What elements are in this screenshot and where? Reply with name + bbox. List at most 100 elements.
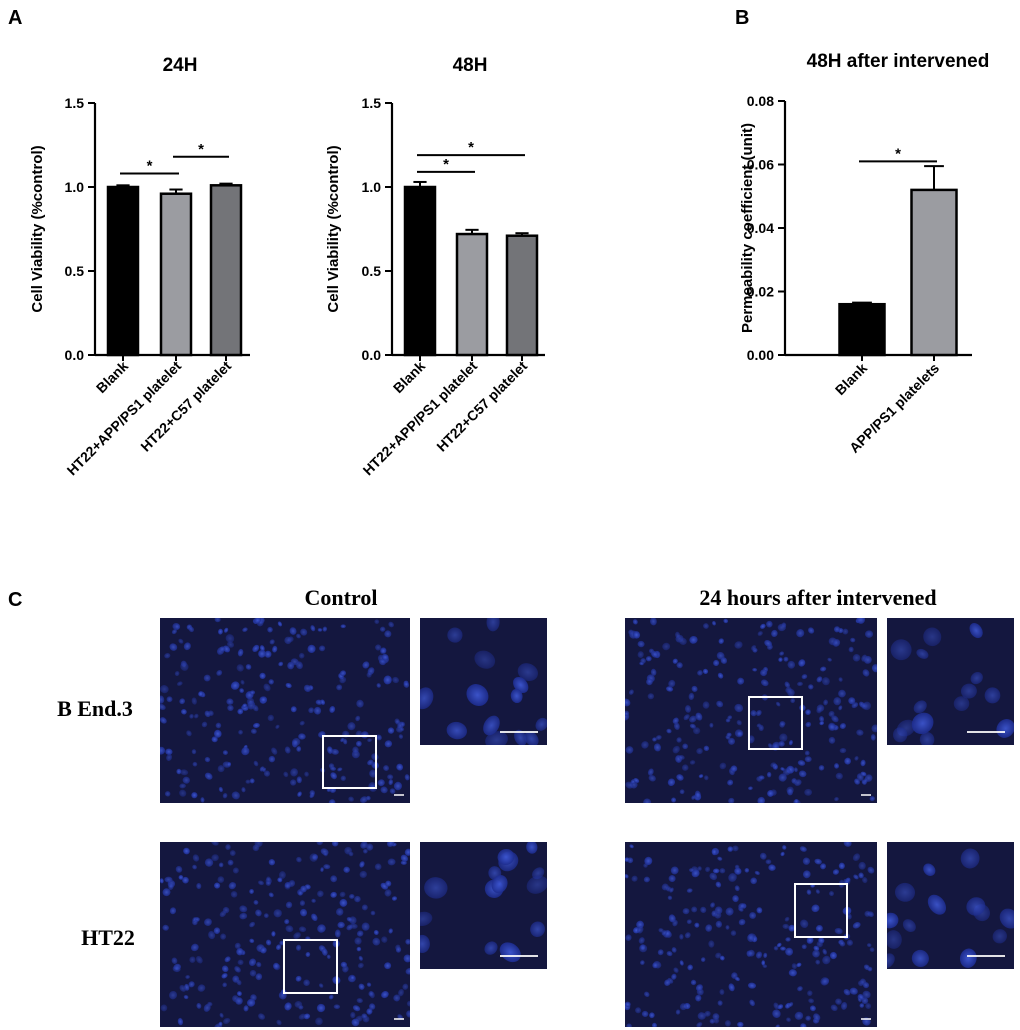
nucleus [834, 927, 843, 935]
nucleus [841, 1002, 848, 1010]
micrograph-grid [160, 618, 1014, 1027]
nucleus [696, 1022, 703, 1027]
nucleus [381, 654, 389, 661]
nucleus [242, 703, 248, 708]
nucleus [658, 928, 664, 933]
nucleus [848, 646, 854, 653]
nucleus [734, 703, 744, 713]
nucleus [631, 875, 638, 882]
nucleus [287, 661, 295, 670]
nucleus [668, 679, 676, 688]
nucleus [689, 635, 698, 644]
nucleus [805, 721, 812, 728]
nucleus [714, 906, 723, 915]
nucleus [738, 919, 746, 926]
nucleus [664, 979, 671, 986]
nucleus [871, 664, 877, 673]
chart-title: 24H [163, 55, 198, 76]
nucleus [727, 715, 733, 720]
nucleus [777, 1004, 784, 1010]
nucleus [804, 756, 812, 763]
nucleus [340, 961, 348, 968]
nucleus [249, 690, 256, 695]
nucleus [258, 880, 264, 886]
nucleus [749, 999, 755, 1007]
nucleus [650, 618, 657, 626]
nucleus [374, 619, 380, 624]
nucleus [734, 885, 740, 892]
nucleus [828, 710, 835, 717]
nucleus [219, 910, 227, 918]
nucleus [860, 759, 866, 767]
nucleus [768, 743, 773, 749]
nucleus [303, 1013, 311, 1020]
nucleus [195, 956, 203, 964]
nucleus [283, 771, 289, 778]
nucleus [254, 618, 262, 624]
nucleus [690, 979, 697, 986]
nucleus [379, 648, 387, 655]
significance-label: * [198, 141, 204, 158]
nucleus [747, 933, 755, 943]
category-label: HT22+C57 platelet [433, 358, 530, 455]
nucleus [625, 710, 630, 717]
nucleus [485, 731, 508, 745]
nucleus [223, 1017, 231, 1024]
nucleus [343, 866, 350, 873]
nucleus [203, 1003, 211, 1012]
nucleus [299, 720, 305, 726]
micrograph-ht22-intervened [625, 842, 877, 1027]
nucleus [709, 722, 714, 728]
nucleus [356, 946, 362, 952]
nucleus [782, 845, 787, 850]
nucleus [725, 907, 734, 916]
chart-24h: 24H Cell Viability (%control) 0.0 0.5 1.0 1.5… [29, 55, 250, 478]
nucleus [366, 795, 371, 801]
nucleus [776, 942, 782, 948]
chart-permeability: 48H after intervened Permeability coeffic… [739, 51, 989, 456]
nucleus [317, 924, 326, 933]
nucleus [336, 908, 344, 916]
nucleus [176, 681, 183, 686]
nucleus [759, 852, 767, 860]
nucleus [696, 748, 703, 755]
nucleus [787, 688, 795, 697]
nucleus [720, 657, 728, 664]
nucleus [671, 797, 677, 803]
nucleus [775, 1024, 780, 1027]
nucleus [755, 710, 762, 716]
nucleus [359, 870, 367, 878]
nucleus [214, 882, 221, 889]
nucleus [304, 771, 309, 777]
nucleus [383, 765, 390, 771]
nucleus [337, 767, 343, 772]
nucleus [249, 888, 254, 894]
nucleus [712, 1013, 720, 1020]
nucleus [625, 781, 634, 789]
nucleus [186, 730, 192, 737]
nucleus [265, 880, 271, 886]
nucleus [816, 704, 825, 712]
nucleus [887, 930, 902, 949]
nucleus [179, 698, 186, 705]
nucleus [323, 864, 331, 870]
nucleus [395, 946, 402, 953]
nucleus [661, 883, 669, 891]
nucleus [321, 948, 328, 956]
nucleus [160, 685, 169, 694]
nucleus [727, 779, 734, 786]
nucleus [708, 940, 715, 948]
nucleus [761, 960, 766, 966]
nucleus [278, 871, 286, 879]
nucleus [716, 700, 724, 708]
nucleus [923, 863, 936, 876]
nucleus [346, 924, 353, 931]
nucleus [299, 926, 307, 933]
nucleus [832, 869, 840, 875]
nucleus [352, 746, 359, 754]
nucleus [272, 645, 278, 653]
nucleus [185, 975, 190, 979]
nucleus [666, 728, 672, 734]
nucleus [766, 620, 773, 628]
chart-title: 48H [453, 55, 488, 76]
